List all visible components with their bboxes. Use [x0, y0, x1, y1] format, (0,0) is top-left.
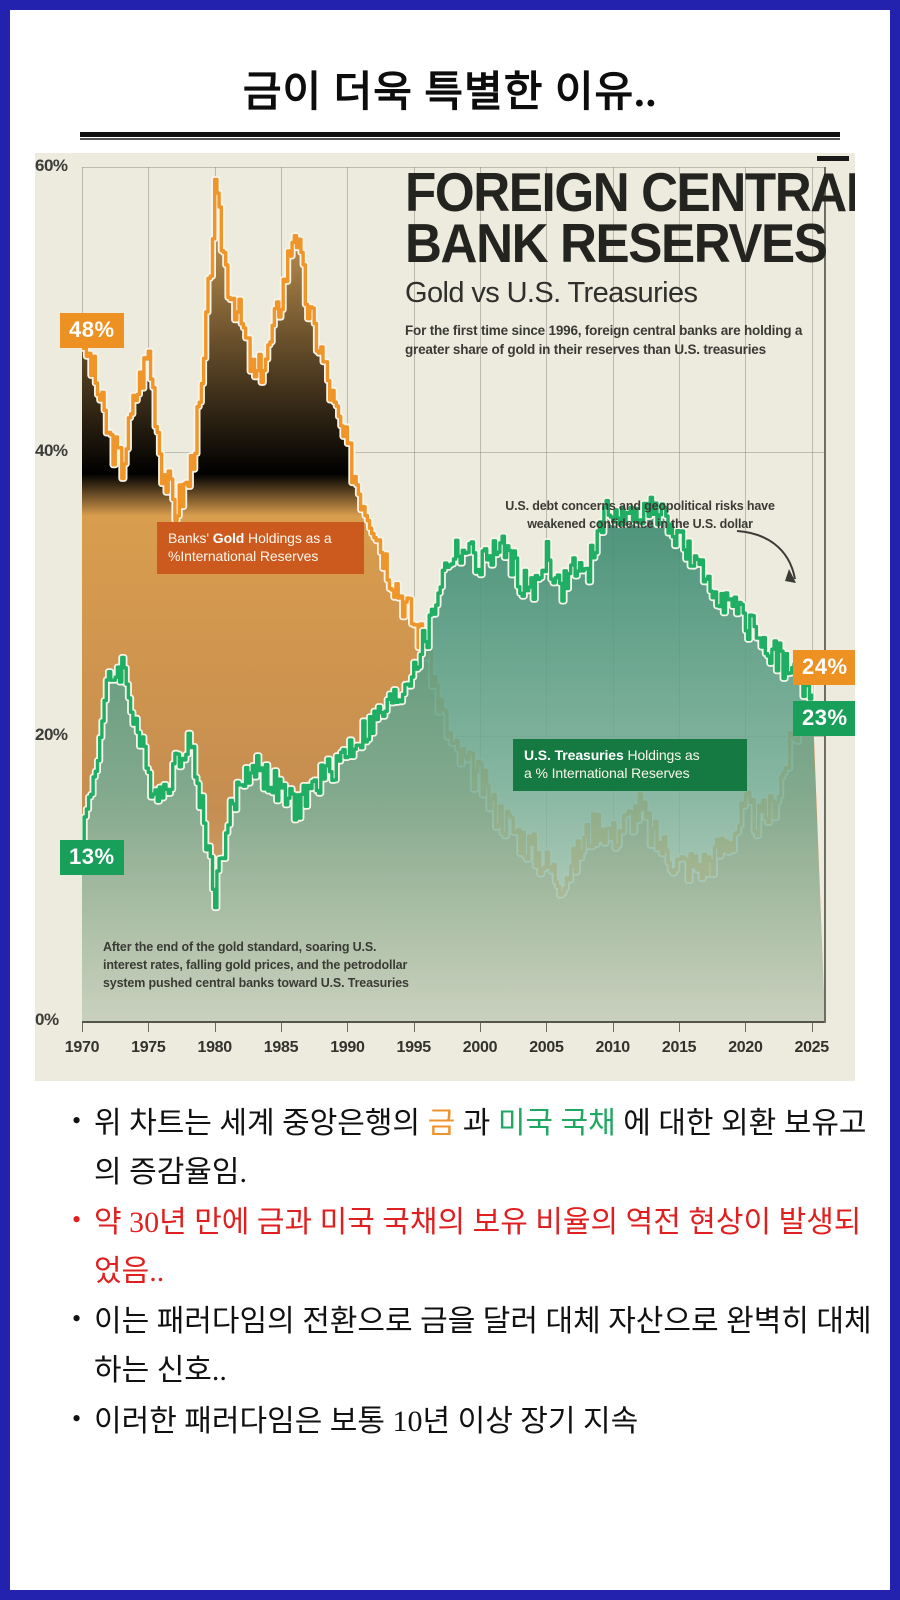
page-title: 금이 더욱 특별한 이유..: [242, 70, 658, 116]
chart-headline: FOREIGN CENTRAL BANK RESERVES Gold vs U.…: [405, 161, 855, 359]
gold-label-bold: Gold: [212, 530, 245, 546]
gold-label-post: Holdings as a: [244, 530, 332, 546]
badge-treasury-end: 23%: [793, 701, 855, 736]
bullet-marker: •: [72, 1205, 82, 1235]
x-tick-label: 2025: [794, 1039, 829, 1056]
treasury-line: [82, 495, 814, 910]
plot-area: [82, 167, 825, 1021]
x-tick-mark: [281, 1023, 282, 1032]
bullet-text-run: 위 차트는 세계 중앙은행의: [94, 1107, 428, 1140]
x-tick-mark: [214, 1023, 216, 1032]
x-tick-mark: [679, 1023, 681, 1032]
y-axis-right-line: [824, 167, 826, 1023]
bullet-item: • 이러한 패러다임은 보통 10년 이상 장기 지속: [72, 1398, 872, 1447]
gold-label-pre: Banks': [168, 530, 213, 546]
x-tick-label: 2015: [661, 1039, 697, 1056]
series-paths: [82, 176, 825, 1021]
gridline-vertical: [413, 167, 415, 1021]
bullet-text: 이는 패러다임의 전환으로 금을 달러 대체 자산으로 완벽히 대체하는 신호.…: [94, 1298, 872, 1395]
x-tick-label: 1975: [131, 1039, 166, 1056]
bullet-text: 이러한 패러다임은 보통 10년 이상 장기 지속: [94, 1398, 872, 1447]
bullet-text: 위 차트는 세계 중앙은행의 금 과 미국 국채 에 대한 외환 보유고의 증감…: [94, 1100, 872, 1197]
bullet-text-run: 과: [455, 1107, 498, 1140]
x-tick-label: 1980: [197, 1039, 232, 1056]
x-axis-line: [82, 1021, 826, 1023]
bullet-marker: •: [72, 1403, 82, 1433]
title-divider: [80, 132, 840, 137]
treasury-area: [82, 497, 825, 1021]
headline-line-2: BANK RESERVES: [405, 211, 828, 274]
bullet-list: • 위 차트는 세계 중앙은행의 금 과 미국 국채 에 대한 외환 보유고의 증…: [72, 1100, 872, 1448]
x-tick-mark: [480, 1023, 481, 1032]
y-tick-label: 60%: [35, 156, 68, 175]
treasury-series-label: U.S. Treasuries Holdings as a % Internat…: [513, 739, 747, 791]
bullet-text-run: 에 대한 외환 보유고의 증감율임.: [94, 1107, 867, 1189]
bullet-item: • 위 차트는 세계 중앙은행의 금 과 미국 국채 에 대한 외환 보유고의 증…: [72, 1100, 872, 1197]
x-tick-label: 1985: [263, 1039, 299, 1056]
panel-corner-mark: [817, 156, 849, 161]
y-tick-label: 0%: [35, 1010, 59, 1029]
x-tick-label: 2000: [462, 1039, 498, 1056]
x-tick-label: 1990: [330, 1039, 365, 1056]
x-tick-mark: [811, 1023, 813, 1032]
y-tick-label: 20%: [35, 725, 68, 745]
bullet-text-run: 이는 패러다임의 전환으로 금을 달러 대체 자산으로 완벽히 대체하는 신호.…: [94, 1305, 872, 1387]
badge-gold-peak: 48%: [60, 313, 124, 348]
x-tick-label: 2005: [529, 1039, 564, 1056]
headline-description: For the first time since 1996, foreign c…: [405, 323, 803, 357]
x-tick-mark: [612, 1023, 614, 1032]
x-tick-mark: [82, 1023, 83, 1032]
bullet-marker: •: [72, 1106, 82, 1135]
badge-gold-end: 24%: [793, 650, 855, 685]
bullet-item: • 이는 패러다임의 전환으로 금을 달러 대체 자산으로 완벽히 대체하는 신호…: [72, 1298, 872, 1395]
bullet-text-run: 미국 국채: [497, 1107, 616, 1140]
x-tick-mark: [347, 1023, 349, 1032]
bullet-text-run: 이러한 패러다임은 보통 10년 이상 장기 지속: [94, 1404, 639, 1438]
x-tick-mark: [413, 1023, 415, 1032]
x-tick-label: 1995: [396, 1039, 431, 1056]
treasury-label-line2: a % International Reserves: [524, 765, 690, 782]
bullet-text-run: 약 30년 만에 금과 미국 국채의 보유 비율의 역전 현상이 발생되었음..: [94, 1206, 862, 1288]
gold-series-label: Banks' Gold Holdings as a %International…: [157, 522, 364, 574]
treasury-label-bold: U.S. Treasuries: [524, 747, 624, 763]
bullet-text-run: 금: [427, 1107, 456, 1140]
bullet-marker: •: [72, 1304, 82, 1334]
gridline-horizontal: [82, 167, 825, 168]
infographic-chart: 0% 20% 40% 60% 1970 1975 1980 1985 1990 1995 2000…: [35, 153, 855, 1081]
treasury-label-post: Holdings as: [623, 747, 700, 763]
note-gold-standard: After the end of the gold standard, soar…: [103, 940, 409, 990]
headline-line-1: FOREIGN CENTRAL: [405, 161, 855, 223]
x-tick-mark: [148, 1023, 150, 1032]
gridline-horizontal: [82, 451, 825, 453]
gold-label-line2: %International Reserves: [168, 548, 319, 565]
x-tick-label: 2010: [595, 1039, 630, 1056]
bullet-item: • 약 30년 만에 금과 미국 국채의 보유 비율의 역전 현상이 발생되었음.…: [72, 1199, 872, 1296]
title-divider-thin: [80, 138, 840, 140]
x-tick-mark: [546, 1023, 548, 1032]
note-debt-concerns: U.S. debt concerns and geopolitical risk…: [505, 499, 775, 531]
x-tick-label: 1970: [64, 1039, 100, 1056]
badge-treasury-start: 13%: [60, 840, 124, 875]
gridline-vertical: [745, 167, 747, 1021]
annotation-arrow-icon: [736, 530, 796, 583]
x-tick-label: 2020: [728, 1039, 763, 1056]
x-tick-mark: [745, 1023, 747, 1032]
gridline-vertical: [811, 167, 813, 1021]
bullet-text: 약 30년 만에 금과 미국 국채의 보유 비율의 역전 현상이 발생되었음..: [94, 1199, 872, 1296]
y-tick-label: 40%: [35, 440, 68, 460]
headline-subtitle: Gold vs U.S. Treasuries: [405, 277, 698, 310]
